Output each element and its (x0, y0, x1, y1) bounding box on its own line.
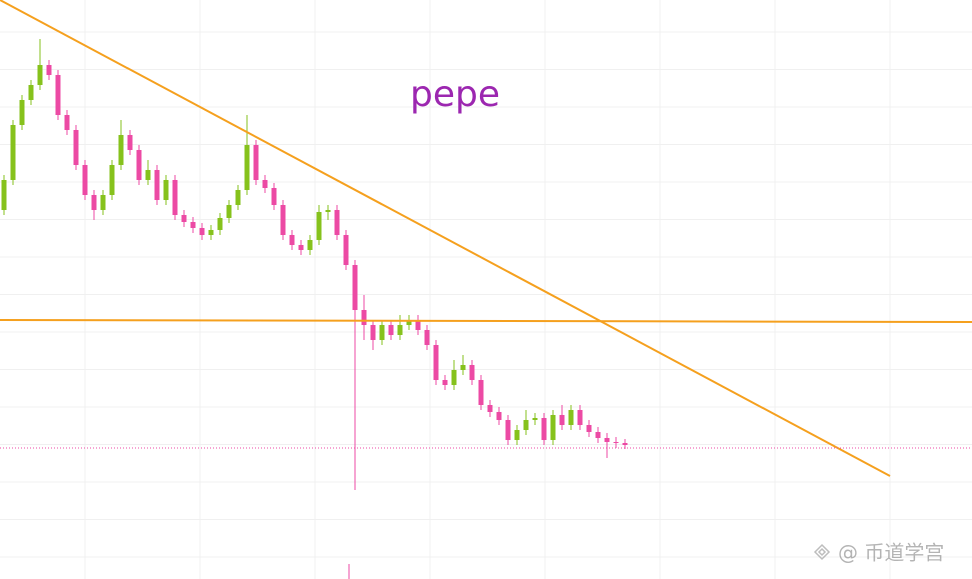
candle-body (388, 325, 394, 335)
candle-body (433, 345, 439, 380)
candle-body (136, 150, 142, 180)
candle-body (199, 228, 205, 235)
candle-body (235, 190, 241, 205)
candle-body (487, 405, 493, 412)
watermark-icon (813, 543, 831, 561)
watermark-text: @ 币道学宫 (838, 541, 944, 565)
candle-body (478, 380, 484, 405)
candle-body (244, 145, 250, 190)
candle-body (37, 65, 43, 85)
candle-body (514, 430, 520, 440)
candle-body (415, 320, 421, 330)
candle-body (604, 438, 610, 442)
candle-body (595, 432, 601, 438)
chart-title: pepe (410, 74, 500, 115)
candle-body (541, 418, 547, 440)
candle-body (550, 415, 556, 440)
candle-body (361, 310, 367, 325)
candle-body (82, 165, 88, 195)
candle-body (370, 325, 376, 340)
candle-body (397, 325, 403, 335)
candle-body (343, 235, 349, 265)
candle-body (325, 210, 331, 212)
candle-body (613, 442, 619, 443)
candle-body (559, 415, 565, 425)
candle-body (568, 410, 574, 425)
candle-body (451, 370, 457, 385)
candle-body (55, 75, 61, 115)
candle-body (100, 195, 106, 210)
candle-body (262, 180, 268, 188)
candle-body (163, 180, 169, 200)
trend-line (0, 0, 891, 477)
candle-body (379, 325, 385, 340)
candle-body (460, 365, 466, 370)
candle-body (316, 212, 322, 240)
candle-body (442, 380, 448, 385)
candle-body (496, 412, 502, 420)
candle-body (334, 210, 340, 235)
candle-body (307, 240, 313, 250)
candle-body (577, 410, 583, 425)
candle-body (154, 170, 160, 200)
candle-body (127, 135, 133, 150)
candle-body (10, 125, 16, 180)
candle-body (352, 265, 358, 310)
candle-body (523, 420, 529, 430)
candle-body (505, 420, 511, 440)
candle-body (253, 145, 259, 180)
candles (1, 39, 628, 490)
candle-body (298, 245, 304, 250)
candle-body (1, 180, 7, 210)
candle-body (217, 218, 223, 230)
candle-body (64, 115, 70, 130)
candle-body (145, 170, 151, 180)
candle-body (28, 85, 34, 100)
candle-body (271, 188, 277, 205)
candle-body (622, 443, 628, 445)
watermark: @ 币道学宫 (813, 541, 944, 565)
support-line (0, 319, 972, 323)
candle-body (172, 180, 178, 215)
candle-body (280, 205, 286, 235)
candle-body (118, 135, 124, 165)
candle-body (190, 222, 196, 228)
candle-body (532, 418, 538, 420)
candle-body (73, 130, 79, 165)
candle-body (19, 100, 25, 125)
candle-body (406, 320, 412, 325)
candle-body (91, 195, 97, 210)
candle-body (424, 330, 430, 345)
candle-body (226, 205, 232, 218)
candle-body (289, 235, 295, 245)
candle-body (586, 425, 592, 432)
candle-body (208, 230, 214, 235)
candle-body (469, 365, 475, 380)
candle-body (46, 65, 52, 75)
candle-body (109, 165, 115, 195)
candle-body (181, 215, 187, 222)
